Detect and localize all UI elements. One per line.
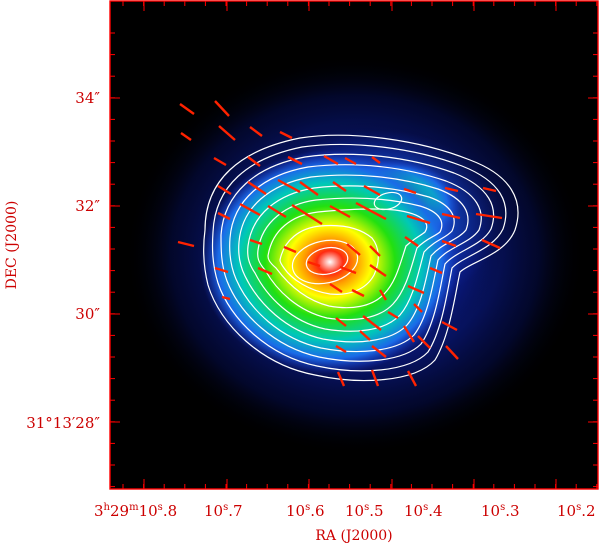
polarization-vector: [221, 295, 231, 301]
contour-12: [373, 191, 403, 211]
polarization-vector: [329, 204, 351, 219]
polarization-vector: [378, 289, 388, 301]
contour-3: [220, 153, 495, 362]
contour-1: [203, 134, 519, 382]
polarization-vector: [402, 325, 416, 343]
x-tick-label-4: 10s.5: [345, 502, 384, 520]
plot-frame: [109, 0, 599, 490]
polarization-vector: [407, 284, 425, 295]
polarization-vector: [214, 266, 229, 274]
polarization-vector: [369, 245, 381, 257]
polarization-vector: [355, 201, 387, 221]
polarization-vector: [217, 184, 232, 196]
polarization-vector: [413, 303, 423, 313]
polarization-vector: [445, 345, 459, 360]
contour-10: [291, 239, 359, 285]
contour-9: [279, 224, 379, 295]
polarization-vector: [218, 125, 236, 141]
contour-6: [247, 185, 455, 332]
polarization-vector: [371, 345, 387, 358]
polarization-vector: [336, 371, 346, 387]
intensity-image: [125, 55, 585, 455]
contour-4: [229, 164, 482, 353]
polarization-vector: [179, 103, 195, 115]
polarization-vector: [277, 178, 301, 194]
polarization-vector: [339, 265, 357, 275]
polarization-vector: [362, 315, 382, 331]
x-tick-labels: 3.8h29m10s.8 10s.7 10s.6 10s.5 10s.4 10s…: [94, 502, 596, 520]
polarization-vector: [429, 266, 443, 275]
contour-2: [211, 143, 507, 372]
axis-ticks: [110, 1, 598, 489]
polarization-vector: [239, 202, 261, 217]
polarization-vector: [332, 181, 347, 192]
polarization-vector: [307, 260, 321, 268]
polarization-vector: [441, 212, 461, 220]
polarization-vector: [249, 238, 263, 246]
polarization-vectors: [177, 100, 503, 387]
polarization-vector: [329, 283, 343, 293]
y-tick-labels: 31°13′28″ 30″ 32″ 34″: [26, 89, 100, 432]
polarization-vector: [371, 156, 381, 164]
polarization-vector: [291, 203, 323, 226]
polarization-vector: [267, 204, 287, 219]
x-tick-label-6: 10s.3: [481, 502, 520, 520]
polarization-vector: [482, 186, 497, 193]
polarization-vector: [213, 156, 227, 167]
polarization-vector: [406, 214, 431, 225]
polarization-vector: [247, 156, 261, 167]
polarization-vector: [387, 310, 399, 320]
polarization-vector: [299, 181, 319, 196]
contour-5: [238, 174, 469, 343]
x-tick-label-7: 10s.2: [557, 502, 596, 520]
y-tick-label-28: 31°13′28″: [26, 414, 100, 432]
x-tick-label-1: 3.8h29m10s.8: [94, 502, 177, 520]
y-tick-label-32: 32″: [75, 197, 100, 215]
polarization-vector: [481, 238, 501, 250]
polarization-vector: [323, 154, 339, 166]
polarization-vector: [346, 243, 361, 256]
x-tick-label-2: 10s.7: [204, 502, 243, 520]
polarization-vector: [335, 344, 347, 354]
contour-11: [305, 246, 349, 276]
intensity-contours: [203, 134, 519, 382]
polarization-vector: [344, 156, 357, 166]
polarization-vector: [257, 266, 273, 276]
polarization-vector: [444, 186, 459, 193]
polarization-vector: [441, 239, 457, 248]
contour-7: [257, 197, 443, 321]
polarization-vector: [369, 264, 387, 277]
polarization-vector: [249, 126, 263, 137]
polarization-vector: [359, 330, 371, 341]
x-tick-label-5: 10s.4: [404, 502, 443, 520]
polarization-vector: [404, 236, 419, 247]
polarization-vector: [417, 335, 431, 349]
polarization-vector: [177, 240, 195, 248]
polarization-vector: [351, 288, 365, 298]
polarization-vector: [403, 187, 417, 195]
y-axis-title: DEC (J2000): [4, 201, 20, 290]
x-axis-title: RA (J2000): [315, 528, 392, 544]
polarization-vector: [217, 211, 231, 221]
polarization-vector: [363, 184, 381, 197]
polarization-vector: [287, 155, 303, 166]
polarization-vector: [283, 245, 297, 254]
polarization-vector: [247, 181, 267, 195]
polarization-vector: [406, 370, 418, 387]
polarization-vector: [180, 132, 192, 141]
polarization-vector: [214, 100, 230, 117]
polarization-vector: [441, 320, 458, 332]
x-tick-label-3: 10s.6: [286, 502, 325, 520]
y-tick-label-34: 34″: [75, 89, 100, 107]
y-tick-label-30: 30″: [75, 305, 100, 323]
polarization-vector: [475, 212, 503, 220]
polarization-vector: [279, 130, 293, 140]
polarization-vector: [370, 369, 380, 387]
polarization-vector: [335, 317, 347, 327]
